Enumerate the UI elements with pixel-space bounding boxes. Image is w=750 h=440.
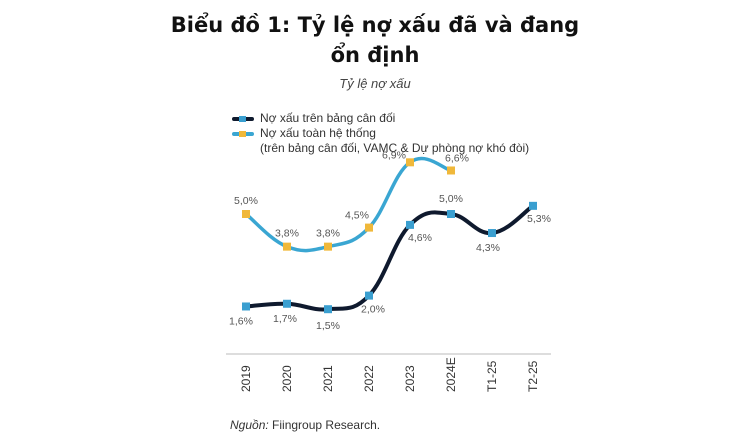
x-tick-label: T1-25	[485, 360, 499, 392]
data-point-marker	[242, 302, 250, 311]
data-label: 6,6%	[445, 152, 469, 164]
data-point-marker	[488, 229, 496, 238]
data-label: 3,8%	[316, 228, 340, 240]
chart-title: Biểu đồ 1: Tỷ lệ nợ xấu đã và đang ổn đị…	[0, 10, 750, 70]
x-tick-label: 2023	[403, 365, 417, 392]
data-point-marker	[447, 166, 455, 175]
chart-subtitle: Tỷ lệ nợ xấu	[339, 76, 411, 91]
data-point-marker	[406, 220, 414, 229]
data-point-marker	[529, 201, 537, 210]
data-point-marker	[365, 223, 373, 232]
data-point-marker	[283, 299, 291, 308]
series-layer: 1,6% 1,7% 1,5% 2,0% 4,6% 5,0% 4,3% 5,3% 5,0% 3,8%…	[229, 149, 551, 332]
data-label: 6,9%	[382, 149, 406, 161]
legend-item-system: Nợ xấu toàn hệ thống	[232, 126, 529, 141]
legend-swatch-blue-icon	[232, 129, 254, 139]
data-label: 4,3%	[476, 242, 500, 254]
data-label: 1,5%	[316, 320, 340, 332]
data-label: 5,3%	[527, 213, 551, 225]
x-tick-label: T2-25	[526, 360, 540, 392]
data-point-marker	[324, 305, 332, 314]
data-label: 4,6%	[408, 232, 432, 244]
legend-note: (trên bảng cân đối, VAMC & Dự phòng nợ k…	[260, 141, 530, 155]
data-label: 2,0%	[361, 304, 385, 316]
legend-label: Nợ xấu toàn hệ thống	[260, 126, 376, 140]
legend-swatch-dark-icon	[232, 114, 254, 124]
data-point-marker	[447, 210, 455, 218]
data-label: 1,6%	[229, 315, 253, 327]
data-point-marker	[324, 242, 332, 251]
source-prefix: Nguồn:	[230, 418, 269, 432]
data-label: 5,0%	[234, 195, 258, 207]
legend: Nợ xấu trên bảng cân đối Nợ xấu toàn hệ …	[232, 111, 529, 156]
x-tick-label: 2019	[239, 365, 253, 392]
x-tick-label: 2021	[321, 365, 335, 392]
legend-label: Nợ xấu trên bảng cân đối	[260, 111, 396, 125]
data-label: 1,7%	[273, 313, 297, 325]
x-axis-labels: 2019 2020 2021 2022 2023 2024E T1-25 T2-25	[239, 357, 540, 392]
data-point-marker	[365, 291, 373, 300]
data-point-marker	[242, 210, 250, 218]
x-tick-label: 2022	[362, 365, 376, 392]
chart-title-line1: Biểu đồ 1: Tỷ lệ nợ xấu đã và đang	[170, 13, 580, 37]
x-tick-label: 2020	[280, 365, 294, 392]
data-label: 3,8%	[275, 228, 299, 240]
source-note: Nguồn: Fiingroup Research.	[230, 418, 380, 432]
data-point-marker	[283, 242, 291, 251]
source-text: Fiingroup Research.	[268, 418, 381, 432]
data-point-marker	[406, 158, 414, 167]
data-label: 5,0%	[439, 193, 463, 205]
data-label: 4,5%	[345, 210, 369, 222]
legend-item-balance-sheet: Nợ xấu trên bảng cân đối	[232, 111, 529, 126]
chart-title-line2: ổn định	[330, 43, 420, 67]
x-tick-label: 2024E	[444, 357, 458, 392]
series-balance-sheet-line	[244, 203, 535, 312]
